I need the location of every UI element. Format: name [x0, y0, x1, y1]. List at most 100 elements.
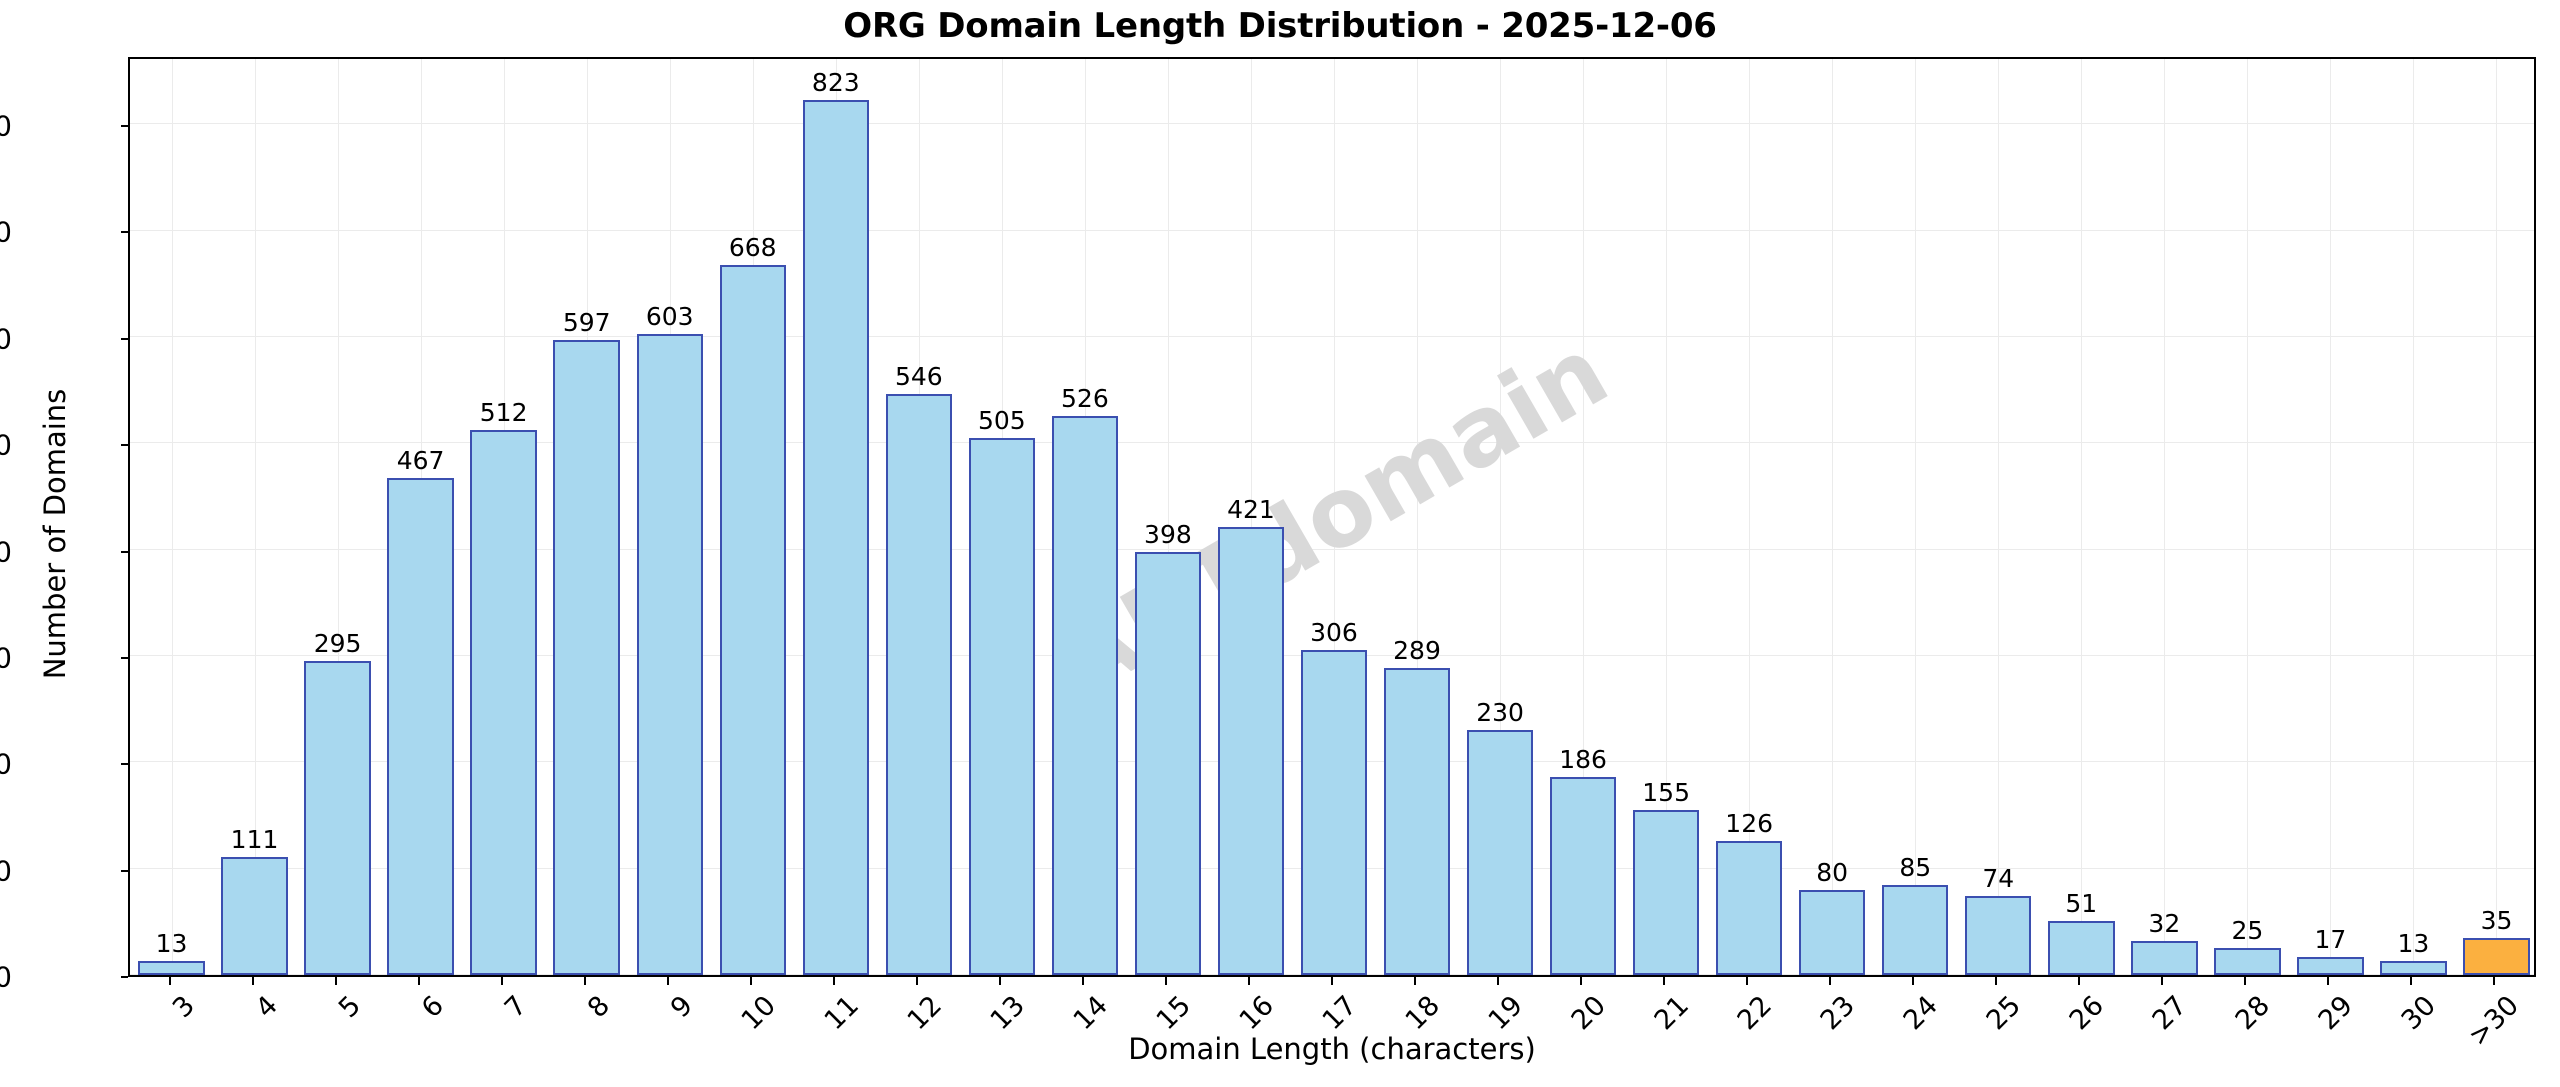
x-axis-tick-label: 23 — [1814, 990, 1862, 1037]
x-axis-tick-label: 9 — [664, 990, 699, 1025]
bar[interactable]: 546 — [885, 362, 953, 975]
x-axis-tick-label: 30 — [2396, 990, 2443, 1037]
bar[interactable]: 126 — [1715, 809, 1783, 975]
x-axis-tick-label: 11 — [818, 990, 865, 1037]
bar-value-label: 467 — [396, 446, 445, 476]
bar-value-label: 668 — [728, 232, 777, 262]
bar[interactable]: 289 — [1383, 636, 1451, 975]
bar[interactable]: 505 — [968, 406, 1036, 975]
y-axis-tick-mark — [121, 763, 128, 766]
x-axis-tick-mark — [998, 977, 1001, 985]
bar[interactable]: 155 — [1632, 778, 1700, 975]
gridline-vertical — [254, 59, 256, 975]
bar[interactable]: 80 — [1798, 858, 1866, 975]
x-axis-tick-label: 16 — [1233, 990, 1280, 1037]
x-axis-tick-label: 18 — [1399, 990, 1446, 1037]
x-axis-tick-mark — [1995, 977, 1998, 985]
y-axis-tick-label: 300 — [0, 641, 12, 675]
y-axis-tick-label: 100 — [0, 854, 12, 888]
gridline-horizontal — [130, 229, 2534, 231]
bar-value-label: 35 — [2480, 905, 2513, 935]
x-axis-tick-mark — [251, 977, 254, 985]
x-axis-tick-label: 28 — [2230, 990, 2277, 1037]
bar-value-label: 505 — [977, 405, 1026, 435]
x-axis-tick-label: 4 — [249, 990, 284, 1025]
bar[interactable]: 17 — [2297, 925, 2364, 975]
bar-value-label: 155 — [1642, 778, 1690, 808]
bar[interactable]: 13 — [2380, 929, 2447, 975]
x-axis-tick-label: 25 — [1980, 990, 2028, 1037]
x-axis-tick-label: 17 — [1316, 990, 1363, 1037]
bar[interactable]: 306 — [1300, 618, 1368, 975]
gridline-horizontal — [130, 442, 2534, 444]
bar-value-label: 512 — [479, 398, 528, 428]
bar-value-label: 51 — [2065, 888, 2098, 918]
x-axis-tick-mark — [1746, 977, 1749, 985]
x-axis-tick-label: 27 — [2147, 990, 2194, 1037]
x-axis-tick-label: 29 — [2313, 990, 2360, 1037]
bar[interactable]: 526 — [1051, 384, 1119, 975]
bar[interactable]: 668 — [719, 233, 786, 975]
x-axis-tick-mark — [1580, 977, 1583, 985]
bar-value-label: 17 — [2314, 924, 2347, 954]
bar[interactable]: 13 — [138, 929, 205, 975]
bar-value-label: 295 — [313, 629, 362, 659]
bar[interactable]: 85 — [1882, 853, 1949, 975]
x-axis-tick-mark — [2410, 977, 2413, 985]
bar[interactable]: 512 — [470, 398, 537, 975]
y-axis-tick-mark — [121, 869, 128, 872]
bar[interactable]: 25 — [2214, 916, 2281, 975]
bar-value-label: 603 — [645, 301, 694, 331]
gridline-vertical — [1998, 59, 2000, 975]
gridline-vertical — [1250, 59, 1252, 975]
gridline-vertical — [1500, 59, 1502, 975]
bar[interactable]: 398 — [1134, 520, 1202, 975]
bar[interactable]: 823 — [802, 68, 869, 975]
gridline-vertical — [1167, 59, 1169, 975]
bar-value-label: 74 — [1982, 864, 2015, 894]
bar[interactable]: 186 — [1549, 745, 1617, 975]
bar-value-label: 32 — [2148, 908, 2181, 938]
y-axis-tick-mark — [121, 976, 128, 978]
bar[interactable]: 295 — [304, 629, 371, 975]
gridline-vertical — [2081, 59, 2083, 975]
x-axis-tick-label: 5 — [332, 990, 367, 1025]
bar[interactable]: 603 — [636, 302, 703, 975]
x-axis-tick-label: 12 — [901, 990, 948, 1037]
x-axis-tick-mark — [1331, 977, 1333, 985]
gridline-vertical — [337, 59, 339, 975]
x-axis-tick-mark — [1497, 977, 1500, 985]
bar[interactable]: 467 — [387, 446, 454, 975]
x-axis-tick-mark — [1414, 977, 1417, 985]
x-axis-tick-label: 7 — [498, 990, 533, 1025]
y-axis-tick-label: 600 — [0, 322, 12, 356]
bar[interactable]: 35 — [2463, 906, 2530, 975]
y-axis-tick-mark — [121, 656, 128, 659]
gridline-vertical — [2247, 59, 2249, 975]
bar-value-label: 13 — [155, 929, 188, 959]
bar[interactable]: 32 — [2131, 909, 2198, 975]
x-axis-tick-mark — [749, 977, 752, 985]
bar-value-label: 823 — [811, 67, 860, 97]
bar[interactable]: 597 — [553, 308, 620, 975]
gridline-horizontal — [130, 123, 2534, 125]
bar[interactable]: 230 — [1466, 698, 1534, 975]
x-axis-tick-mark — [2078, 977, 2081, 985]
y-axis-tick-label: 200 — [0, 747, 12, 781]
x-axis-tick-mark — [417, 977, 420, 985]
x-axis-tick-mark — [334, 977, 337, 985]
x-axis-tick-mark — [1912, 977, 1915, 985]
bar[interactable]: 421 — [1217, 495, 1285, 975]
x-axis-tick-label: 22 — [1731, 990, 1779, 1037]
x-axis-tick-label: 15 — [1150, 990, 1197, 1037]
bar-value-label: 421 — [1227, 495, 1275, 525]
bar-value-label: 546 — [894, 362, 943, 392]
y-axis-tick-label: 700 — [0, 215, 12, 249]
gridline-vertical — [171, 59, 173, 975]
gridline-vertical — [1832, 59, 1834, 975]
x-axis-tick-mark — [915, 977, 918, 985]
gridline-vertical — [2413, 59, 2415, 975]
bar[interactable]: 74 — [1965, 864, 2032, 975]
bar[interactable]: 111 — [221, 825, 288, 975]
bar[interactable]: 51 — [2048, 889, 2115, 975]
